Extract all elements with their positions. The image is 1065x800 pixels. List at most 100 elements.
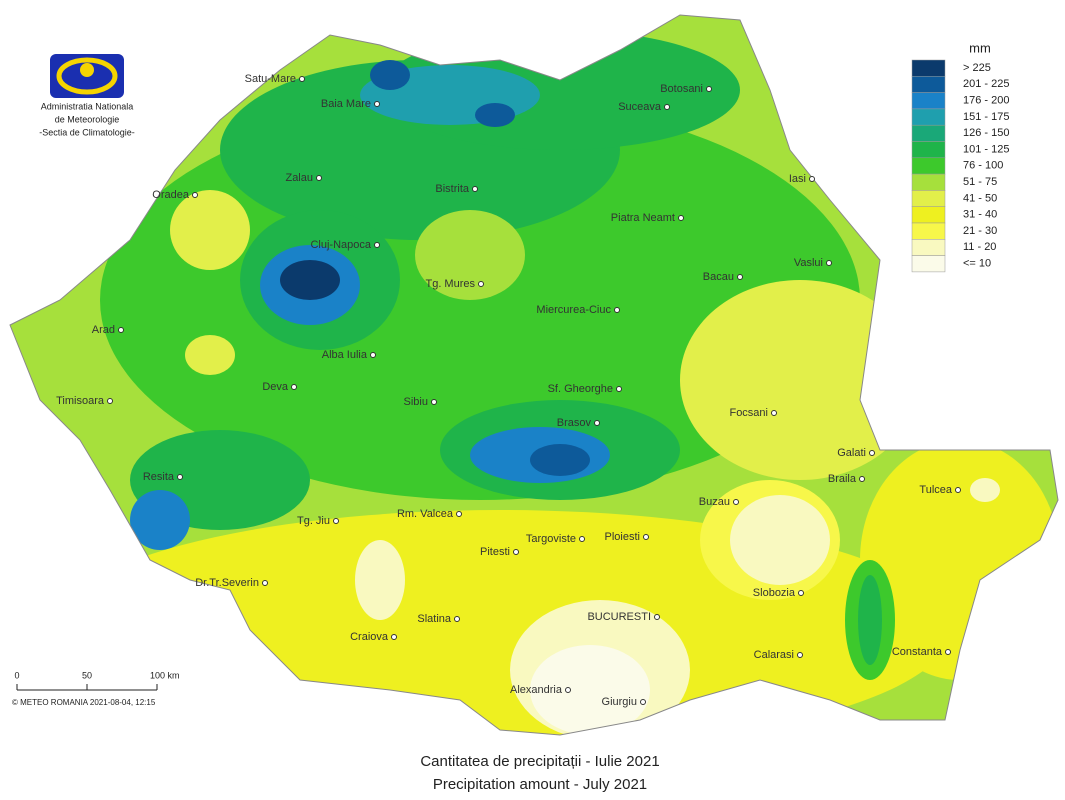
city-dot (118, 327, 124, 333)
legend-unit: mm (969, 40, 991, 55)
scale-label: 50 (82, 670, 92, 680)
city-label: Bistrita (435, 183, 470, 195)
city-dot (454, 616, 460, 622)
title-ro: Cantitatea de precipitații - Iulie 2021 (420, 753, 659, 770)
logo-ring (56, 57, 118, 95)
scale-bar (16, 684, 158, 691)
city-label: Oradea (152, 189, 190, 201)
city-dot (391, 634, 397, 640)
city-label: Bacau (703, 271, 734, 283)
legend-label: 21 - 30 (963, 225, 997, 237)
city-dot (456, 511, 462, 517)
legend-swatch (911, 108, 946, 126)
city-label: Miercurea-Ciuc (536, 304, 611, 316)
city-label: Ploiesti (605, 531, 640, 543)
city-label: Alexandria (510, 684, 563, 696)
city-dot (614, 307, 620, 313)
city-label: Slobozia (753, 587, 796, 599)
cities: Satu-Mare Baia Mare Botosani Suceava Zalau Bi… (56, 73, 961, 708)
city-label: Sf. Gheorghe (548, 383, 613, 395)
city-dot (374, 101, 380, 107)
city-dot (771, 410, 777, 416)
city-label: Rm. Valcea (397, 508, 454, 520)
city-label: BUCURESTI (587, 611, 651, 623)
copyright: © METEO ROMANIA 2021-08-04, 12:15 (12, 698, 156, 707)
city-dot (664, 104, 670, 110)
city-label: Dr.Tr.Severin (195, 577, 259, 589)
city-label: Pitesti (480, 546, 510, 558)
scale-label: 100 km (150, 670, 180, 680)
legend-swatch (911, 92, 946, 110)
city-dot (513, 549, 519, 555)
legend-label: 151 - 175 (963, 111, 1009, 123)
city-dot (798, 590, 804, 596)
city-label: Giurgiu (602, 696, 637, 708)
city-dot (374, 242, 380, 248)
legend-swatch (911, 206, 946, 224)
legend-swatch (911, 124, 946, 142)
city-label: Piatra Neamt (611, 212, 675, 224)
legend-swatch (911, 173, 946, 191)
legend-label: 101 - 125 (963, 143, 1009, 155)
city-label: Cluj-Napoca (310, 239, 371, 251)
city-label: Timisoara (56, 395, 105, 407)
legend-swatch (911, 141, 946, 159)
city-label: Buzau (699, 496, 730, 508)
legend-swatch (911, 190, 946, 207)
city-label: Constanta (892, 646, 943, 658)
city-dot (192, 192, 198, 198)
city-label: Brasov (557, 417, 592, 429)
city-dot (733, 499, 739, 505)
legend-label: 201 - 225 (963, 78, 1009, 90)
logo-line: -Sectia de Climatologie- (39, 127, 135, 137)
legend-label: 176 - 200 (963, 95, 1009, 107)
city-dot (472, 186, 478, 192)
city-dot (299, 76, 305, 82)
legend-swatch (911, 59, 946, 77)
city-dot (737, 274, 743, 280)
legend-label: 51 - 75 (963, 176, 997, 188)
city-dot (869, 450, 875, 456)
city-dot (478, 281, 484, 287)
city-dot (706, 86, 712, 92)
city-label: Calarasi (754, 649, 794, 661)
city-dot (955, 487, 961, 493)
city-dot (640, 699, 646, 705)
city-label: Alba Iulia (322, 349, 368, 361)
city-label: Sibiu (404, 396, 428, 408)
scale-label: 0 (14, 670, 19, 680)
title-en: Precipitation amount - July 2021 (433, 776, 647, 793)
logo-line: Administratia Nationala (41, 101, 134, 111)
city-label: Braila (828, 473, 857, 485)
city-label: Satu-Mare (245, 73, 296, 85)
legend-swatch (911, 255, 946, 273)
legend-swatch (911, 222, 946, 240)
city-dot (262, 580, 268, 586)
legend-label: > 225 (963, 62, 991, 74)
city-label: Focsani (729, 407, 768, 419)
logo (50, 54, 124, 98)
city-label: Zalau (285, 172, 313, 184)
legend-label: 41 - 50 (963, 192, 997, 204)
scale-text: 0 50 100 km © METEO ROMANIA 2021-08-04, 12:… (12, 670, 180, 707)
city-label: Vaslui (794, 257, 823, 269)
legend-label: <= 10 (963, 258, 991, 270)
city-label: Botosani (660, 83, 703, 95)
city-label: Resita (143, 471, 175, 483)
city-dot (594, 420, 600, 426)
city-label: Craiova (350, 631, 389, 643)
logo-line: de Meteorologie (55, 114, 120, 124)
city-label: Tulcea (919, 484, 952, 496)
legend-label: 31 - 40 (963, 209, 997, 221)
city-label: Deva (262, 381, 289, 393)
city-label: Targoviste (526, 533, 576, 545)
city-dot (370, 352, 376, 358)
city-label: Slatina (417, 613, 452, 625)
city-label: Iasi (789, 173, 806, 185)
city-label: Tg. Mures (425, 278, 475, 290)
city-dot (678, 215, 684, 221)
city-dot (809, 176, 815, 182)
legend: mm > 225 201 - 225 176 - 200 151 - 175 126 - … (911, 40, 1009, 273)
logo-sun (80, 63, 94, 77)
